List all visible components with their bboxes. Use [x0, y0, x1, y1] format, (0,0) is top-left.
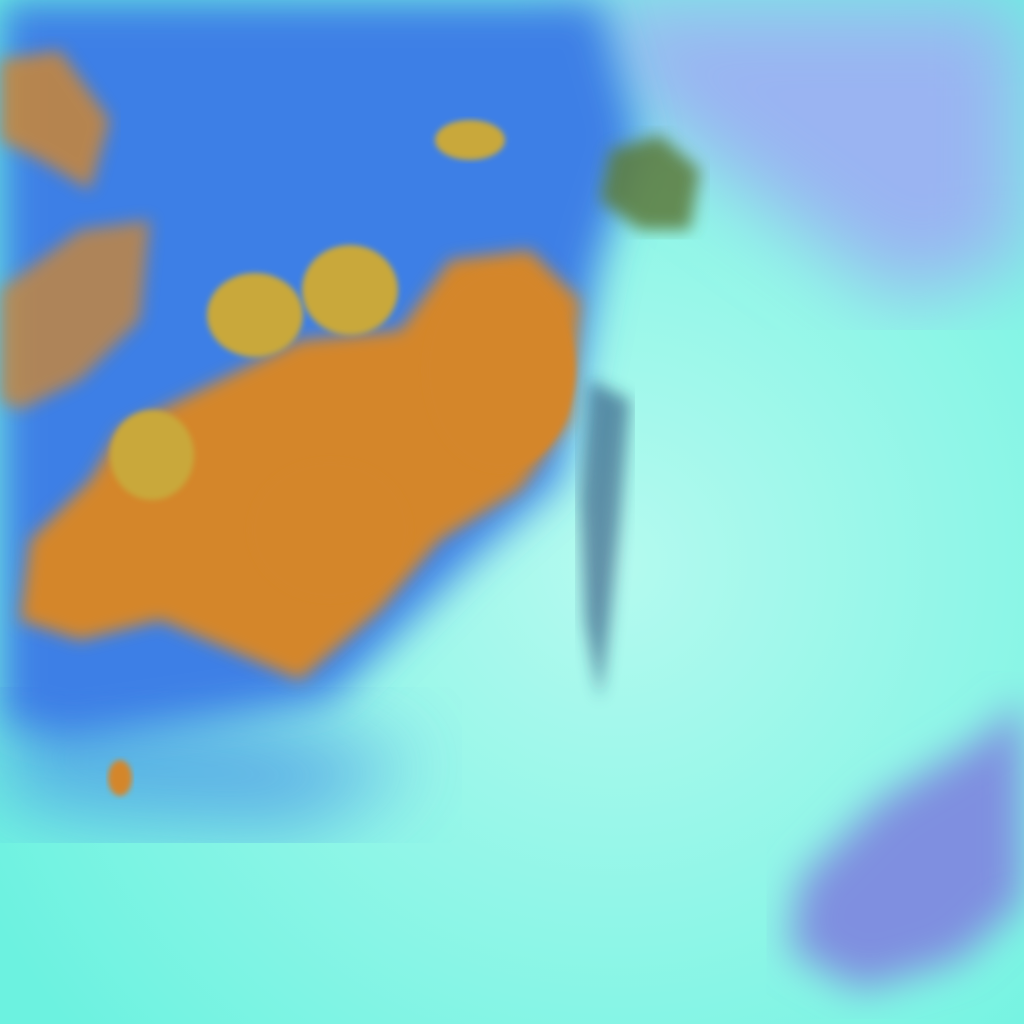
green-cell [600, 135, 700, 230]
cloud-band-top-left [0, 50, 110, 190]
storm-cell [302, 245, 398, 335]
small-cloud [108, 760, 132, 796]
storm-cell [435, 120, 505, 160]
blue-fringe [0, 700, 420, 830]
purple-patch [790, 700, 1024, 990]
haze-top-right [560, 0, 1024, 300]
cloud-band-left [0, 220, 150, 410]
storm-cell [425, 270, 575, 470]
storm-cell [250, 460, 410, 600]
storm-cell [110, 410, 194, 500]
dark-streak [580, 380, 630, 700]
storm-cell [207, 273, 303, 357]
